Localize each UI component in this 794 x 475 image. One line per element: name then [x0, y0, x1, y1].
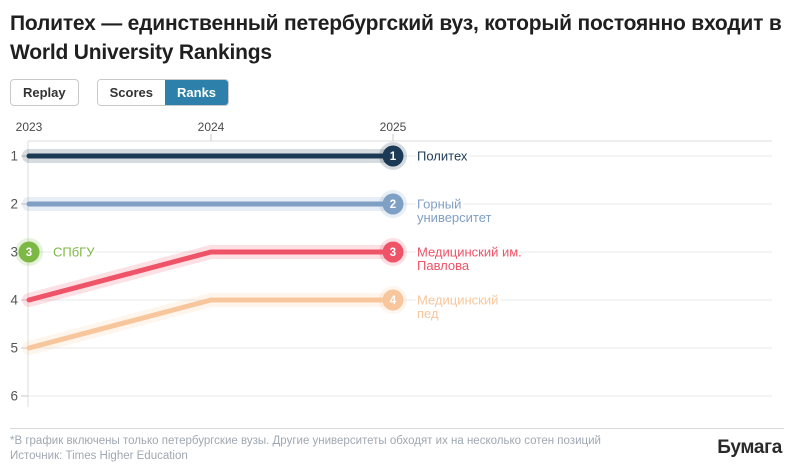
page-title: Политех — единственный петербургский вуз… [10, 12, 782, 64]
year-label: 2025 [380, 120, 407, 134]
footer-divider [10, 428, 784, 429]
rank-badge-number: 1 [390, 151, 397, 163]
series-label: СПбГУ [53, 245, 95, 260]
rank-axis-label: 4 [10, 293, 18, 308]
rank-axis-label: 2 [10, 197, 18, 212]
footnote: *В график включены только петербургские … [10, 435, 601, 447]
source-credit: Источник: Times Higher Education [10, 450, 188, 463]
tab-ranks[interactable]: Ranks [165, 80, 229, 105]
series-label: Политех [417, 149, 468, 164]
series-label: Медицинский им. [417, 245, 522, 260]
paper-logo: Бумага [717, 437, 782, 458]
rank-badge [382, 289, 404, 311]
replay-button[interactable]: Replay [10, 79, 79, 106]
rank-axis-label: 1 [10, 149, 18, 164]
rank-badge-number: 3 [26, 247, 32, 259]
year-label: 2024 [198, 120, 225, 134]
series-label: пед [417, 306, 439, 321]
rank-badge-number: 4 [390, 295, 397, 307]
chart-controls: Replay Scores Ranks [10, 79, 230, 106]
rank-badge [382, 145, 404, 167]
series-label: Павлова [417, 258, 470, 273]
rank-badge [18, 241, 40, 263]
series-label: Медицинский [417, 293, 498, 308]
series-line [26, 297, 396, 351]
rank-axis-label: 6 [10, 389, 18, 404]
rank-axis-label: 3 [10, 245, 18, 260]
rank-axis-label: 5 [10, 341, 18, 356]
series-label: университет [417, 210, 492, 225]
footer-notes: *В график включены только петербургские … [10, 434, 601, 464]
rank-badge [382, 241, 404, 263]
scores-ranks-toggle: Scores Ranks [96, 79, 230, 106]
series-halo [22, 293, 400, 355]
rank-chart: 2023 2024 2025 1 2 3 4 5 6 1 Политех 2 Горный универс… [0, 118, 794, 420]
year-label: 2023 [16, 120, 43, 134]
rank-chart-svg: 2023 2024 2025 1 2 3 4 5 6 1 Политех 2 Горныйуниверс… [10, 120, 772, 407]
rank-badge [382, 193, 404, 215]
rank-badge-number: 2 [390, 199, 396, 211]
tab-scores[interactable]: Scores [97, 80, 166, 105]
series-line [26, 249, 396, 303]
series-label: Горный [417, 197, 461, 212]
footer: *В график включены только петербургские … [10, 434, 782, 464]
rank-badge-number: 3 [390, 247, 396, 259]
